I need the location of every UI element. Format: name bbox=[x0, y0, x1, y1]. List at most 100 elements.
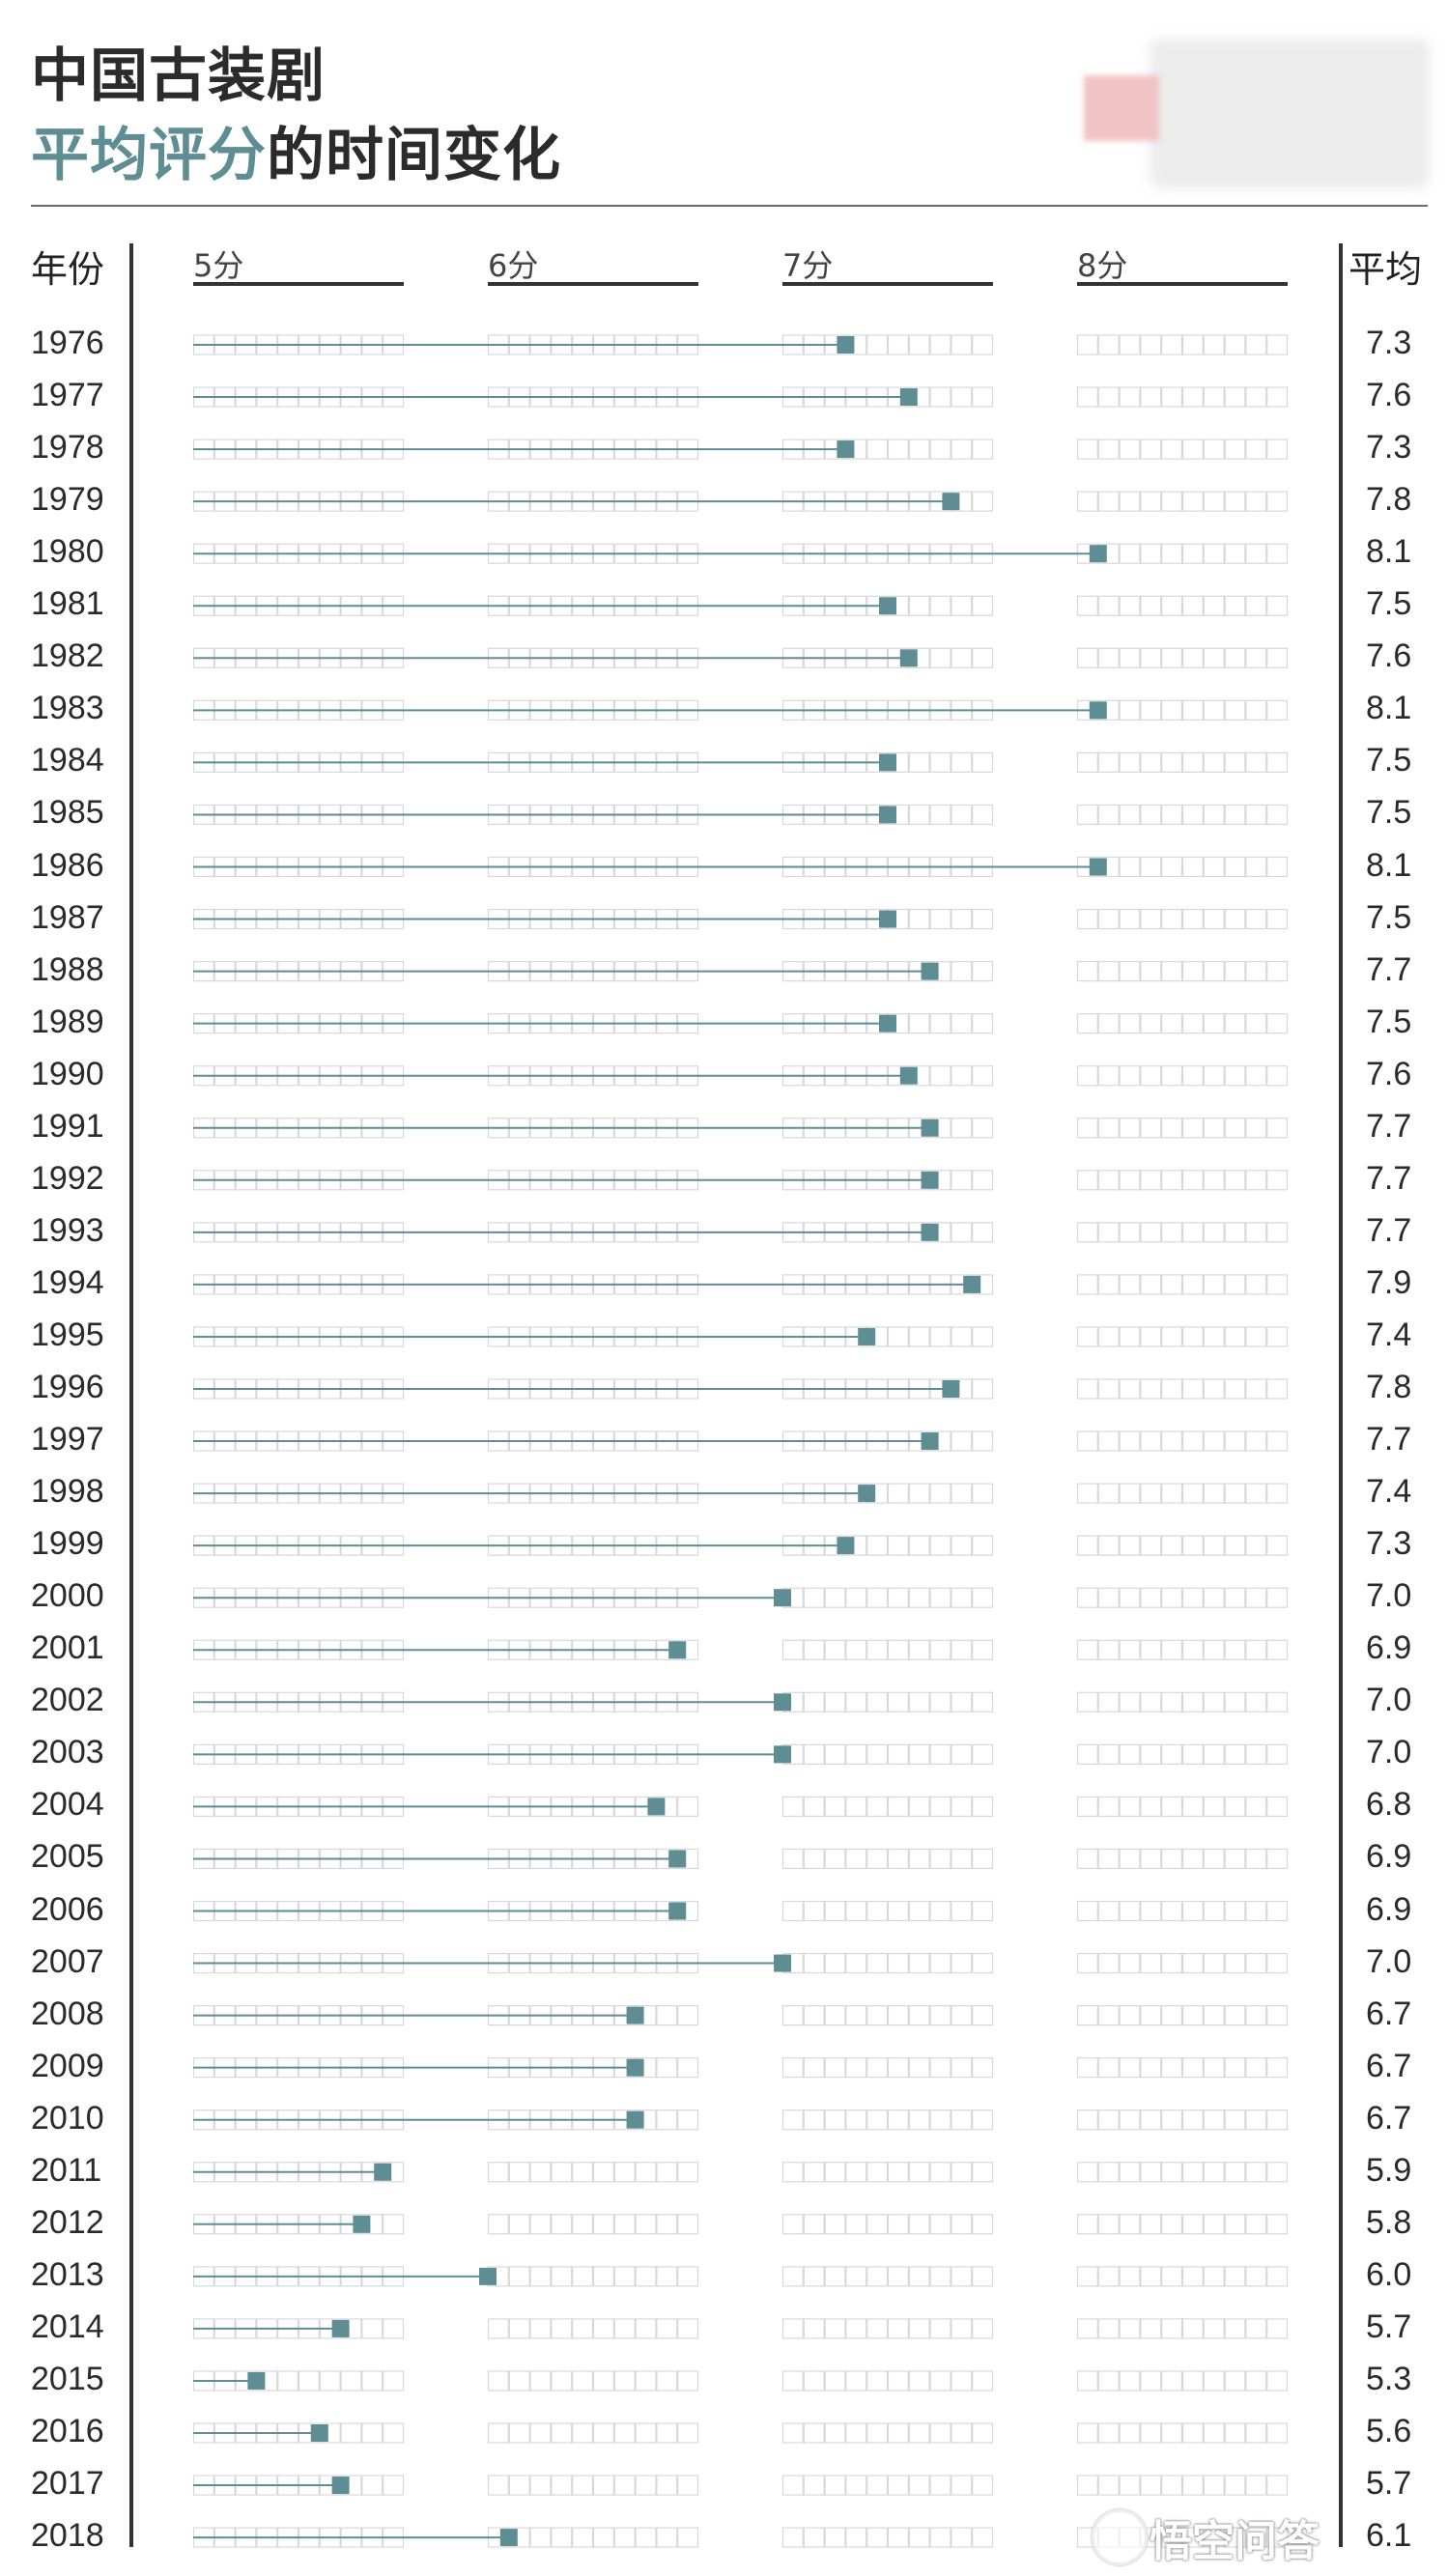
row-grid bbox=[192, 2475, 1289, 2496]
score-marker bbox=[310, 2424, 328, 2442]
score-marker bbox=[879, 1014, 896, 1033]
average-value-label: 6.7 bbox=[1366, 1995, 1412, 2032]
row-grid bbox=[192, 439, 1289, 460]
average-value-label: 8.1 bbox=[1366, 846, 1412, 884]
year-label: 1979 bbox=[31, 481, 104, 519]
year-label: 1994 bbox=[31, 1263, 104, 1301]
year-label: 2017 bbox=[31, 2465, 104, 2503]
average-value-label: 6.0 bbox=[1366, 2255, 1412, 2293]
row-grid bbox=[192, 1118, 1289, 1139]
row-grid bbox=[192, 2318, 1289, 2339]
average-value-label: 6.9 bbox=[1366, 1890, 1412, 1928]
average-value-label: 7.0 bbox=[1366, 1942, 1412, 1980]
average-value-label: 6.9 bbox=[1366, 1838, 1412, 1876]
score-marker bbox=[921, 962, 939, 980]
score-marker bbox=[899, 1066, 918, 1085]
x-tick-underline bbox=[488, 282, 698, 286]
row-grid bbox=[192, 2266, 1289, 2287]
year-label: 1995 bbox=[31, 1316, 104, 1353]
average-value-label: 7.5 bbox=[1366, 1003, 1412, 1040]
year-label: 1982 bbox=[31, 637, 104, 675]
row-grid bbox=[192, 2422, 1289, 2444]
row-grid bbox=[192, 543, 1289, 564]
average-value-label: 7.4 bbox=[1366, 1316, 1412, 1353]
average-value-label: 8.1 bbox=[1366, 533, 1412, 571]
year-label: 1999 bbox=[31, 1525, 104, 1563]
row-grid bbox=[192, 1743, 1289, 1765]
score-marker bbox=[899, 649, 918, 667]
average-value-label: 7.4 bbox=[1366, 1473, 1412, 1511]
row-grid bbox=[192, 1952, 1289, 1974]
row-grid bbox=[192, 595, 1289, 616]
year-label: 2012 bbox=[31, 2203, 104, 2241]
row-grid bbox=[192, 699, 1289, 721]
score-marker bbox=[837, 1537, 855, 1555]
average-value-label: 7.7 bbox=[1366, 950, 1412, 988]
year-label: 1992 bbox=[31, 1159, 104, 1197]
average-value-label: 7.0 bbox=[1366, 1577, 1412, 1615]
score-marker bbox=[942, 1380, 960, 1398]
score-marker bbox=[899, 388, 918, 407]
score-marker bbox=[774, 1954, 791, 1972]
average-value-label: 5.7 bbox=[1366, 2307, 1412, 2345]
year-label: 2014 bbox=[31, 2307, 104, 2345]
year-label: 2003 bbox=[31, 1734, 104, 1771]
x-tick-label: 6分 bbox=[488, 247, 539, 284]
row-grid bbox=[192, 2214, 1289, 2235]
row-grid bbox=[192, 1378, 1289, 1400]
average-value-label: 7.5 bbox=[1366, 794, 1412, 832]
year-label: 1983 bbox=[31, 690, 104, 727]
score-marker bbox=[668, 1902, 687, 1920]
score-marker bbox=[626, 2058, 644, 2077]
year-label: 1988 bbox=[31, 950, 104, 988]
average-value-label: 7.8 bbox=[1366, 1369, 1412, 1405]
score-marker bbox=[647, 1798, 666, 1816]
x-tick-underline bbox=[782, 282, 993, 286]
score-marker bbox=[1089, 858, 1107, 876]
year-label: 2005 bbox=[31, 1838, 104, 1876]
year-label: 2001 bbox=[31, 1629, 104, 1667]
row-grid bbox=[192, 386, 1289, 408]
average-value-label: 7.5 bbox=[1366, 742, 1412, 779]
year-label: 1985 bbox=[31, 794, 104, 832]
blurred-watermark-area bbox=[1150, 39, 1430, 188]
average-value-label: 7.7 bbox=[1366, 1421, 1412, 1458]
year-label: 2009 bbox=[31, 2047, 104, 2084]
year-label: 2016 bbox=[31, 2413, 104, 2449]
row-grid bbox=[192, 1430, 1289, 1452]
left-axis-line bbox=[129, 243, 133, 2547]
row-grid bbox=[192, 1691, 1289, 1713]
score-marker bbox=[858, 1327, 876, 1345]
chart-title-rest: 的时间变化 bbox=[267, 122, 561, 189]
average-value-label: 6.1 bbox=[1366, 2517, 1412, 2555]
average-value-label: 7.3 bbox=[1366, 429, 1412, 467]
year-label: 2007 bbox=[31, 1942, 104, 1980]
x-tick-label: 7分 bbox=[782, 247, 834, 284]
score-marker bbox=[879, 806, 896, 824]
row-grid bbox=[192, 1222, 1289, 1243]
score-marker bbox=[247, 2371, 266, 2390]
year-label: 1980 bbox=[31, 533, 104, 571]
row-grid bbox=[192, 2057, 1289, 2079]
row-grid bbox=[192, 1900, 1289, 1922]
row-grid bbox=[192, 1326, 1289, 1347]
row-grid bbox=[192, 960, 1289, 982]
average-column-header: 平均 bbox=[1349, 248, 1423, 291]
score-marker bbox=[1089, 701, 1107, 720]
year-label: 1978 bbox=[31, 429, 104, 467]
average-value-label: 7.7 bbox=[1366, 1211, 1412, 1249]
score-marker bbox=[331, 2319, 350, 2337]
average-value-label: 6.7 bbox=[1366, 2099, 1412, 2137]
row-grid bbox=[192, 491, 1289, 512]
year-label: 1976 bbox=[31, 325, 104, 361]
row-grid bbox=[192, 2109, 1289, 2131]
score-marker bbox=[921, 1171, 939, 1189]
year-label: 2010 bbox=[31, 2099, 104, 2137]
average-value-label: 6.7 bbox=[1366, 2047, 1412, 2084]
watermark-text: 悟空问答 bbox=[1150, 2517, 1320, 2566]
year-label: 1998 bbox=[31, 1473, 104, 1511]
chart-title-accent: 平均评分 bbox=[31, 122, 267, 189]
score-marker bbox=[479, 2267, 497, 2285]
score-marker bbox=[774, 1693, 791, 1712]
year-label: 2004 bbox=[31, 1786, 104, 1824]
